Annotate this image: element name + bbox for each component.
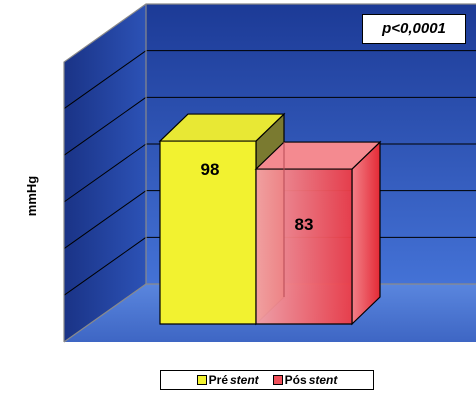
gridline-side — [63, 190, 147, 250]
gridline-side — [63, 96, 147, 156]
bars — [158, 112, 382, 326]
legend-item-pos: Pós stent — [272, 373, 338, 387]
legend-label-pre-prefix: Pré — [208, 373, 228, 387]
legend: Pré stent Pós stent — [160, 370, 374, 390]
p-value-annotation: p<0,0001 — [362, 14, 466, 44]
bar-1 — [255, 168, 353, 325]
gridline-side — [63, 143, 147, 203]
legend-label-pos-suffix: stent — [308, 373, 338, 387]
gridline-side — [63, 236, 147, 296]
legend-label-pre-suffix: stent — [230, 373, 259, 387]
legend-label-pos-prefix: Pós — [284, 373, 307, 387]
gridline-side — [63, 50, 147, 110]
data-label-0: 98 — [201, 160, 220, 179]
legend-swatch-pos — [272, 375, 283, 385]
legend-swatch-pre — [196, 375, 207, 385]
bar-side-1 — [351, 140, 381, 326]
y-axis-label: mmHg — [24, 175, 39, 217]
data-labels: 98 83 — [201, 160, 314, 234]
data-label-1: 83 — [295, 215, 314, 234]
legend-item-pre: Pré stent — [196, 373, 259, 387]
